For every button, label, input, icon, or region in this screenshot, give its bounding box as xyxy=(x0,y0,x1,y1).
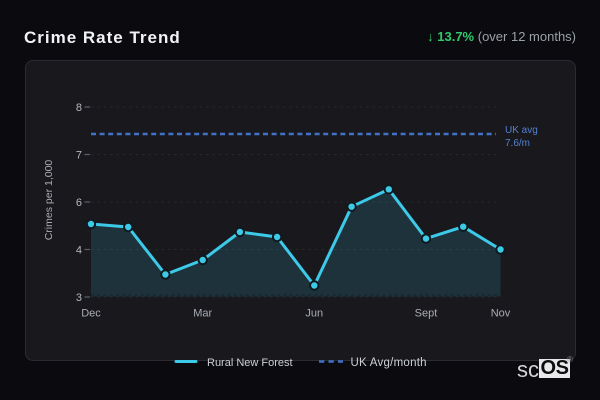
svg-text:UK Avg/month: UK Avg/month xyxy=(351,357,427,369)
svg-text:8: 8 xyxy=(76,102,82,114)
svg-text:4: 4 xyxy=(76,245,82,257)
svg-text:Dec: Dec xyxy=(81,308,101,320)
svg-text:3: 3 xyxy=(76,292,82,304)
svg-text:Nov: Nov xyxy=(491,308,511,320)
svg-text:7: 7 xyxy=(76,150,82,162)
svg-text:Jun: Jun xyxy=(305,308,323,320)
svg-text:UK avg: UK avg xyxy=(505,125,538,136)
svg-text:6: 6 xyxy=(76,197,82,209)
svg-text:Rural New Forest: Rural New Forest xyxy=(207,357,293,369)
svg-text:Mar: Mar xyxy=(193,308,212,320)
svg-text:Sept: Sept xyxy=(415,308,438,320)
svg-text:7.6/m: 7.6/m xyxy=(505,138,530,149)
svg-text:Crimes per 1,000: Crimes per 1,000 xyxy=(43,160,55,241)
